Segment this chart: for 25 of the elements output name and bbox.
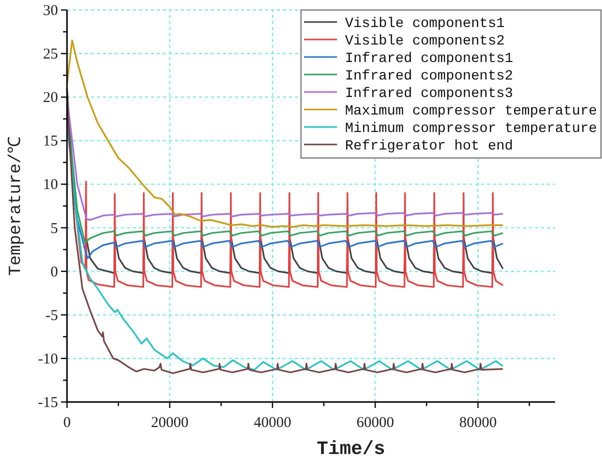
y-tick-label: 25 [43, 46, 58, 63]
legend-label: Infrared components1 [345, 51, 514, 67]
y-tick-label: -10 [38, 351, 58, 368]
legend-label: Visible components1 [345, 16, 505, 32]
x-tick-label: 20000 [150, 415, 188, 431]
y-tick-label: 0 [50, 264, 58, 280]
legend-label: Infrared components3 [345, 86, 514, 102]
y-axis-title: Temperature/℃ [7, 136, 26, 276]
x-tick-label: 0 [63, 415, 71, 431]
y-tick-label: 10 [43, 177, 58, 194]
y-tick-label: -5 [46, 308, 58, 324]
y-tick-label: 20 [43, 90, 58, 106]
legend-label: Refrigerator hot end [345, 138, 514, 154]
x-tick-label: 40000 [254, 415, 292, 431]
x-tick-label: 80000 [459, 415, 497, 431]
legend-label: Maximum compressor temperature [345, 104, 598, 120]
legend-label: Infrared components2 [345, 68, 514, 84]
y-tick-label: 30 [43, 3, 58, 19]
y-tick-label: 15 [43, 134, 58, 150]
x-tick-label: 60000 [356, 415, 394, 431]
x-axis-title: Time/s [316, 438, 386, 460]
y-tick-label: 5 [50, 220, 58, 237]
y-tick-label: -15 [38, 395, 58, 411]
legend-label: Visible components2 [345, 34, 505, 50]
legend-label: Minimum compressor temperature [345, 121, 598, 137]
